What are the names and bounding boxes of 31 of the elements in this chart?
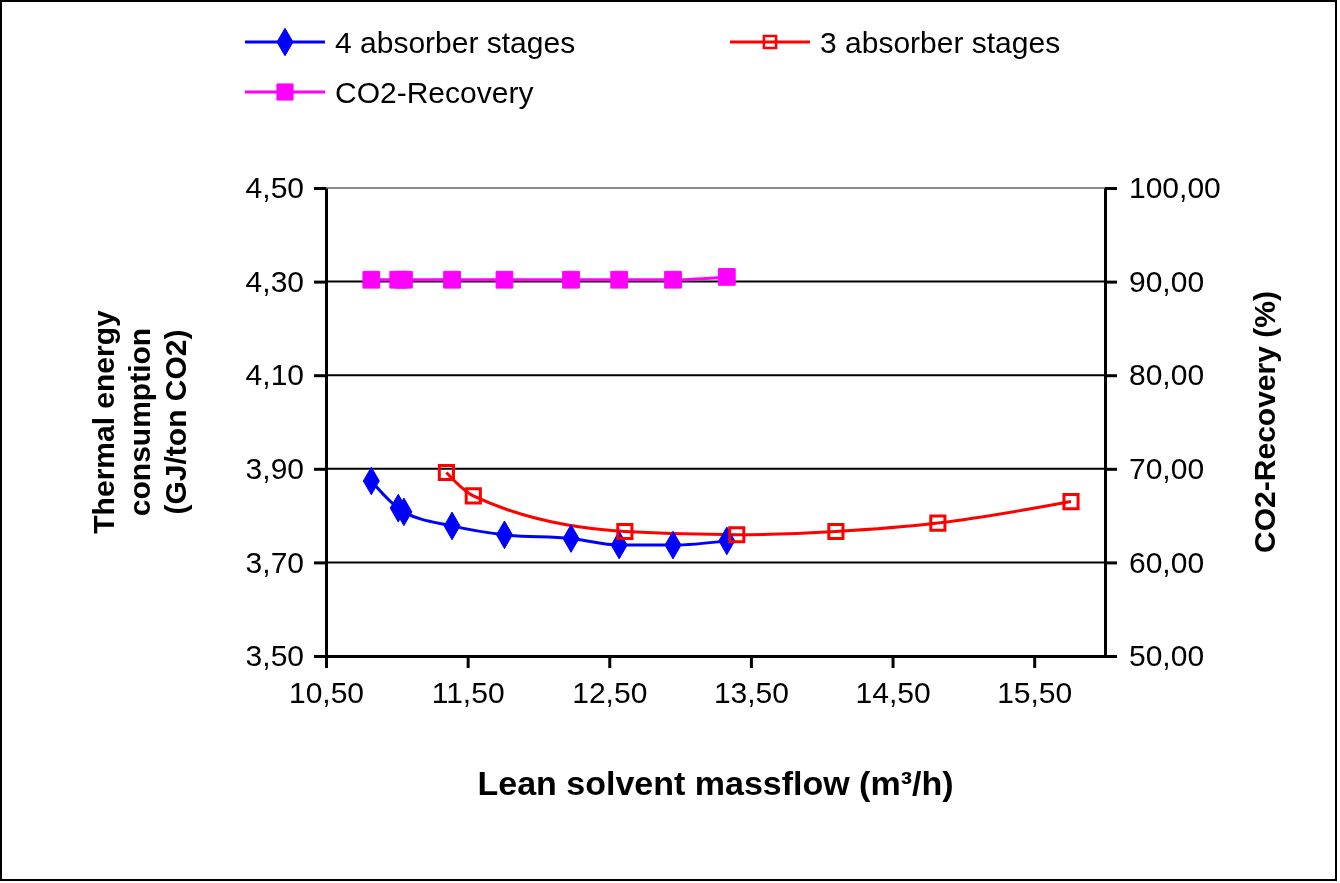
x-tick-label: 10,50 (288, 676, 365, 710)
y2-tick-label: 50,00 (1129, 639, 1205, 673)
x-tick-label: 13,50 (713, 676, 789, 710)
point (437, 463, 455, 482)
y2-tick-label: 90,00 (1129, 264, 1205, 298)
legend-label: CO2-Recovery (335, 76, 534, 109)
point (827, 522, 845, 541)
point (1062, 492, 1080, 511)
x-axis-title: Lean solvent massflow (m³/h) (477, 764, 954, 802)
legend-label: 4 absorber stages (335, 26, 576, 59)
y-tick-label: 3,50 (245, 639, 304, 673)
x-tick-label: 12,50 (572, 676, 648, 710)
y-tick-label: 4,30 (245, 264, 304, 298)
y-tick-label: 3,90 (245, 451, 304, 485)
x-tick-label: 11,50 (431, 676, 505, 710)
y-tick-label: 4,10 (245, 358, 304, 392)
x-tick-label: 15,50 (997, 676, 1073, 710)
y2-tick-label: 60,00 (1129, 545, 1205, 579)
y2-tick-label: 100,00 (1129, 171, 1221, 205)
y2-tick-label: 70,00 (1129, 451, 1205, 485)
x-tick-label: 14,50 (855, 676, 931, 710)
point (929, 514, 947, 532)
y-axis-title: Thermal energy consumption (GJ/ton CO2) (87, 309, 192, 534)
y2-tick-label: 80,00 (1129, 358, 1205, 392)
y2-axis-title: CO2-Recovery (%) (1248, 291, 1281, 553)
legend-label: 3 absorber stages (820, 26, 1061, 59)
point (464, 487, 482, 505)
y-tick-label: 3,70 (245, 545, 304, 579)
point (616, 522, 634, 541)
y-tick-label: 4,50 (245, 171, 304, 205)
point (728, 526, 746, 544)
